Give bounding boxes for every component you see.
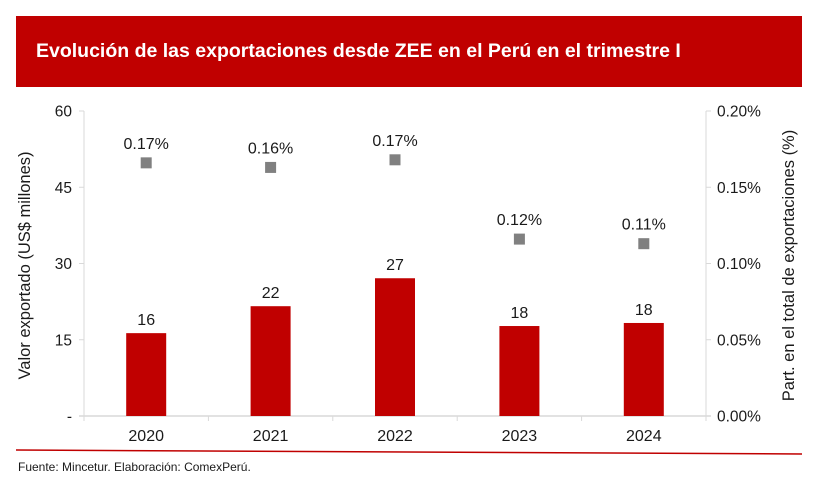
right-tick-label: 0.10%: [717, 256, 761, 273]
right-tick-label: 0.00%: [717, 409, 761, 426]
share-marker: [140, 157, 152, 169]
bottom-rule: [15, 449, 803, 455]
bar-value-label: 18: [511, 305, 529, 322]
title-banner: Evolución de las exportaciones desde ZEE…: [16, 16, 802, 87]
share-value-label: 0.17%: [372, 133, 417, 150]
left-tick-label: 30: [55, 256, 73, 273]
share-value-label: 0.16%: [248, 140, 293, 157]
marker-series: [140, 154, 650, 250]
share-marker: [638, 238, 650, 250]
right-tick-label: 0.20%: [717, 104, 761, 121]
x-tick-label: 2020: [128, 428, 164, 445]
bar: [623, 322, 664, 416]
left-tick-label: -: [67, 409, 72, 426]
share-value-label: 0.12%: [497, 212, 542, 229]
x-tick-label: 2023: [502, 428, 538, 445]
left-tick-label: 60: [55, 104, 73, 121]
x-tick-label: 2021: [253, 428, 289, 445]
left-axis-title: Valor exportado (US$ millones): [16, 151, 34, 379]
source-note: Fuente: Mincetur. Elaboración: ComexPerú…: [18, 460, 251, 474]
right-axis-title: Part. en el total de exportaciones (%): [780, 130, 798, 401]
bar: [126, 333, 167, 416]
chart-title: Evolución de las exportaciones desde ZEE…: [36, 40, 681, 62]
bar-value-label: 22: [262, 285, 280, 302]
data-labels: 16 22 27 18 18 0.17% 0.16% 0.17% 0.12% 0.11%: [124, 133, 666, 329]
right-tick-label: 0.15%: [717, 180, 761, 197]
bar-value-label: 27: [386, 257, 404, 274]
x-tick-label: 2022: [377, 428, 413, 445]
left-tick-label: 45: [55, 180, 72, 197]
bar-value-label: 16: [137, 312, 155, 329]
axes: - 15 30 45 60 0.00% 0.05% 0.10% 0.15% 0.20% 2020 20…: [16, 104, 798, 446]
share-value-label: 0.17%: [124, 136, 169, 153]
bar: [499, 326, 540, 416]
right-tick-label: 0.05%: [717, 332, 761, 349]
bar-value-label: 18: [635, 302, 653, 319]
share-marker: [265, 161, 277, 173]
share-marker: [513, 233, 525, 245]
share-marker: [389, 154, 401, 166]
left-tick-label: 15: [55, 332, 72, 349]
share-value-label: 0.11%: [622, 217, 666, 234]
bar: [375, 278, 415, 416]
bar: [250, 306, 291, 416]
x-tick-label: 2024: [626, 428, 662, 445]
bar-series: [126, 278, 664, 416]
